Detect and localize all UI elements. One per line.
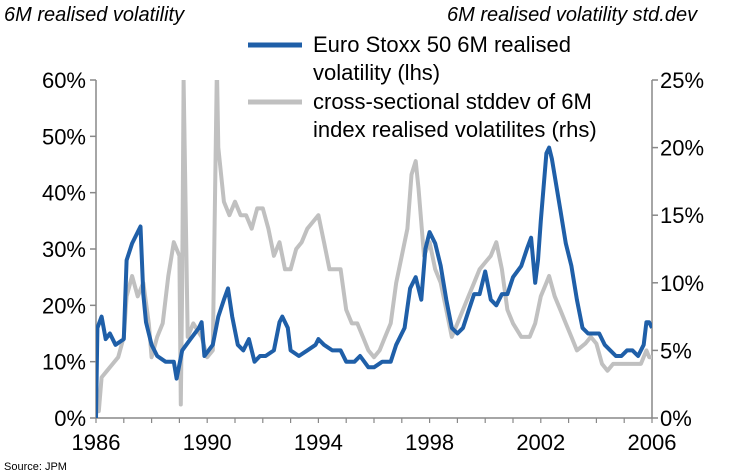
legend-label: cross-sectional stddev of 6M bbox=[313, 89, 592, 114]
right-axis-title: 6M realised volatility std.dev bbox=[447, 4, 698, 26]
left-tick-label: 0% bbox=[54, 406, 86, 431]
legend: Euro Stoxx 50 6M realised volatility (lhs… bbox=[248, 32, 597, 142]
left-axis-title: 6M realised volatility bbox=[4, 4, 185, 26]
series-line-eurostoxx bbox=[96, 145, 652, 418]
right-tick-label: 20% bbox=[660, 136, 704, 161]
left-tick-label: 20% bbox=[42, 293, 86, 318]
right-tick-label: 5% bbox=[660, 338, 692, 363]
legend-label: Euro Stoxx 50 6M realised bbox=[313, 32, 571, 57]
left-tick-label: 50% bbox=[42, 124, 86, 149]
legend-label: index realised volatilites (rhs) bbox=[313, 117, 597, 142]
left-tick-label: 10% bbox=[42, 350, 86, 375]
right-tick-label: 10% bbox=[660, 271, 704, 296]
x-tick-label: 1990 bbox=[183, 430, 232, 455]
x-tick-label: 1994 bbox=[294, 430, 343, 455]
left-tick-label: 40% bbox=[42, 181, 86, 206]
x-tick-label: 1998 bbox=[405, 430, 454, 455]
left-tick-label: 30% bbox=[42, 237, 86, 262]
series-lines bbox=[96, 80, 652, 418]
right-tick-label: 0% bbox=[660, 406, 692, 431]
left-tick-label: 60% bbox=[42, 68, 86, 93]
axes: 0% 10% 20% 30% 40% 50% 60% 0% 5% 10% 15% 20% 25% 1986… bbox=[42, 68, 704, 455]
source-note: Source: JPM bbox=[4, 461, 67, 473]
x-tick-label: 1986 bbox=[72, 430, 121, 455]
right-tick-label: 15% bbox=[660, 203, 704, 228]
x-tick-label: 2006 bbox=[628, 430, 677, 455]
x-tick-label: 2002 bbox=[516, 430, 565, 455]
legend-label: volatility (lhs) bbox=[313, 60, 440, 85]
right-tick-label: 25% bbox=[660, 68, 704, 93]
